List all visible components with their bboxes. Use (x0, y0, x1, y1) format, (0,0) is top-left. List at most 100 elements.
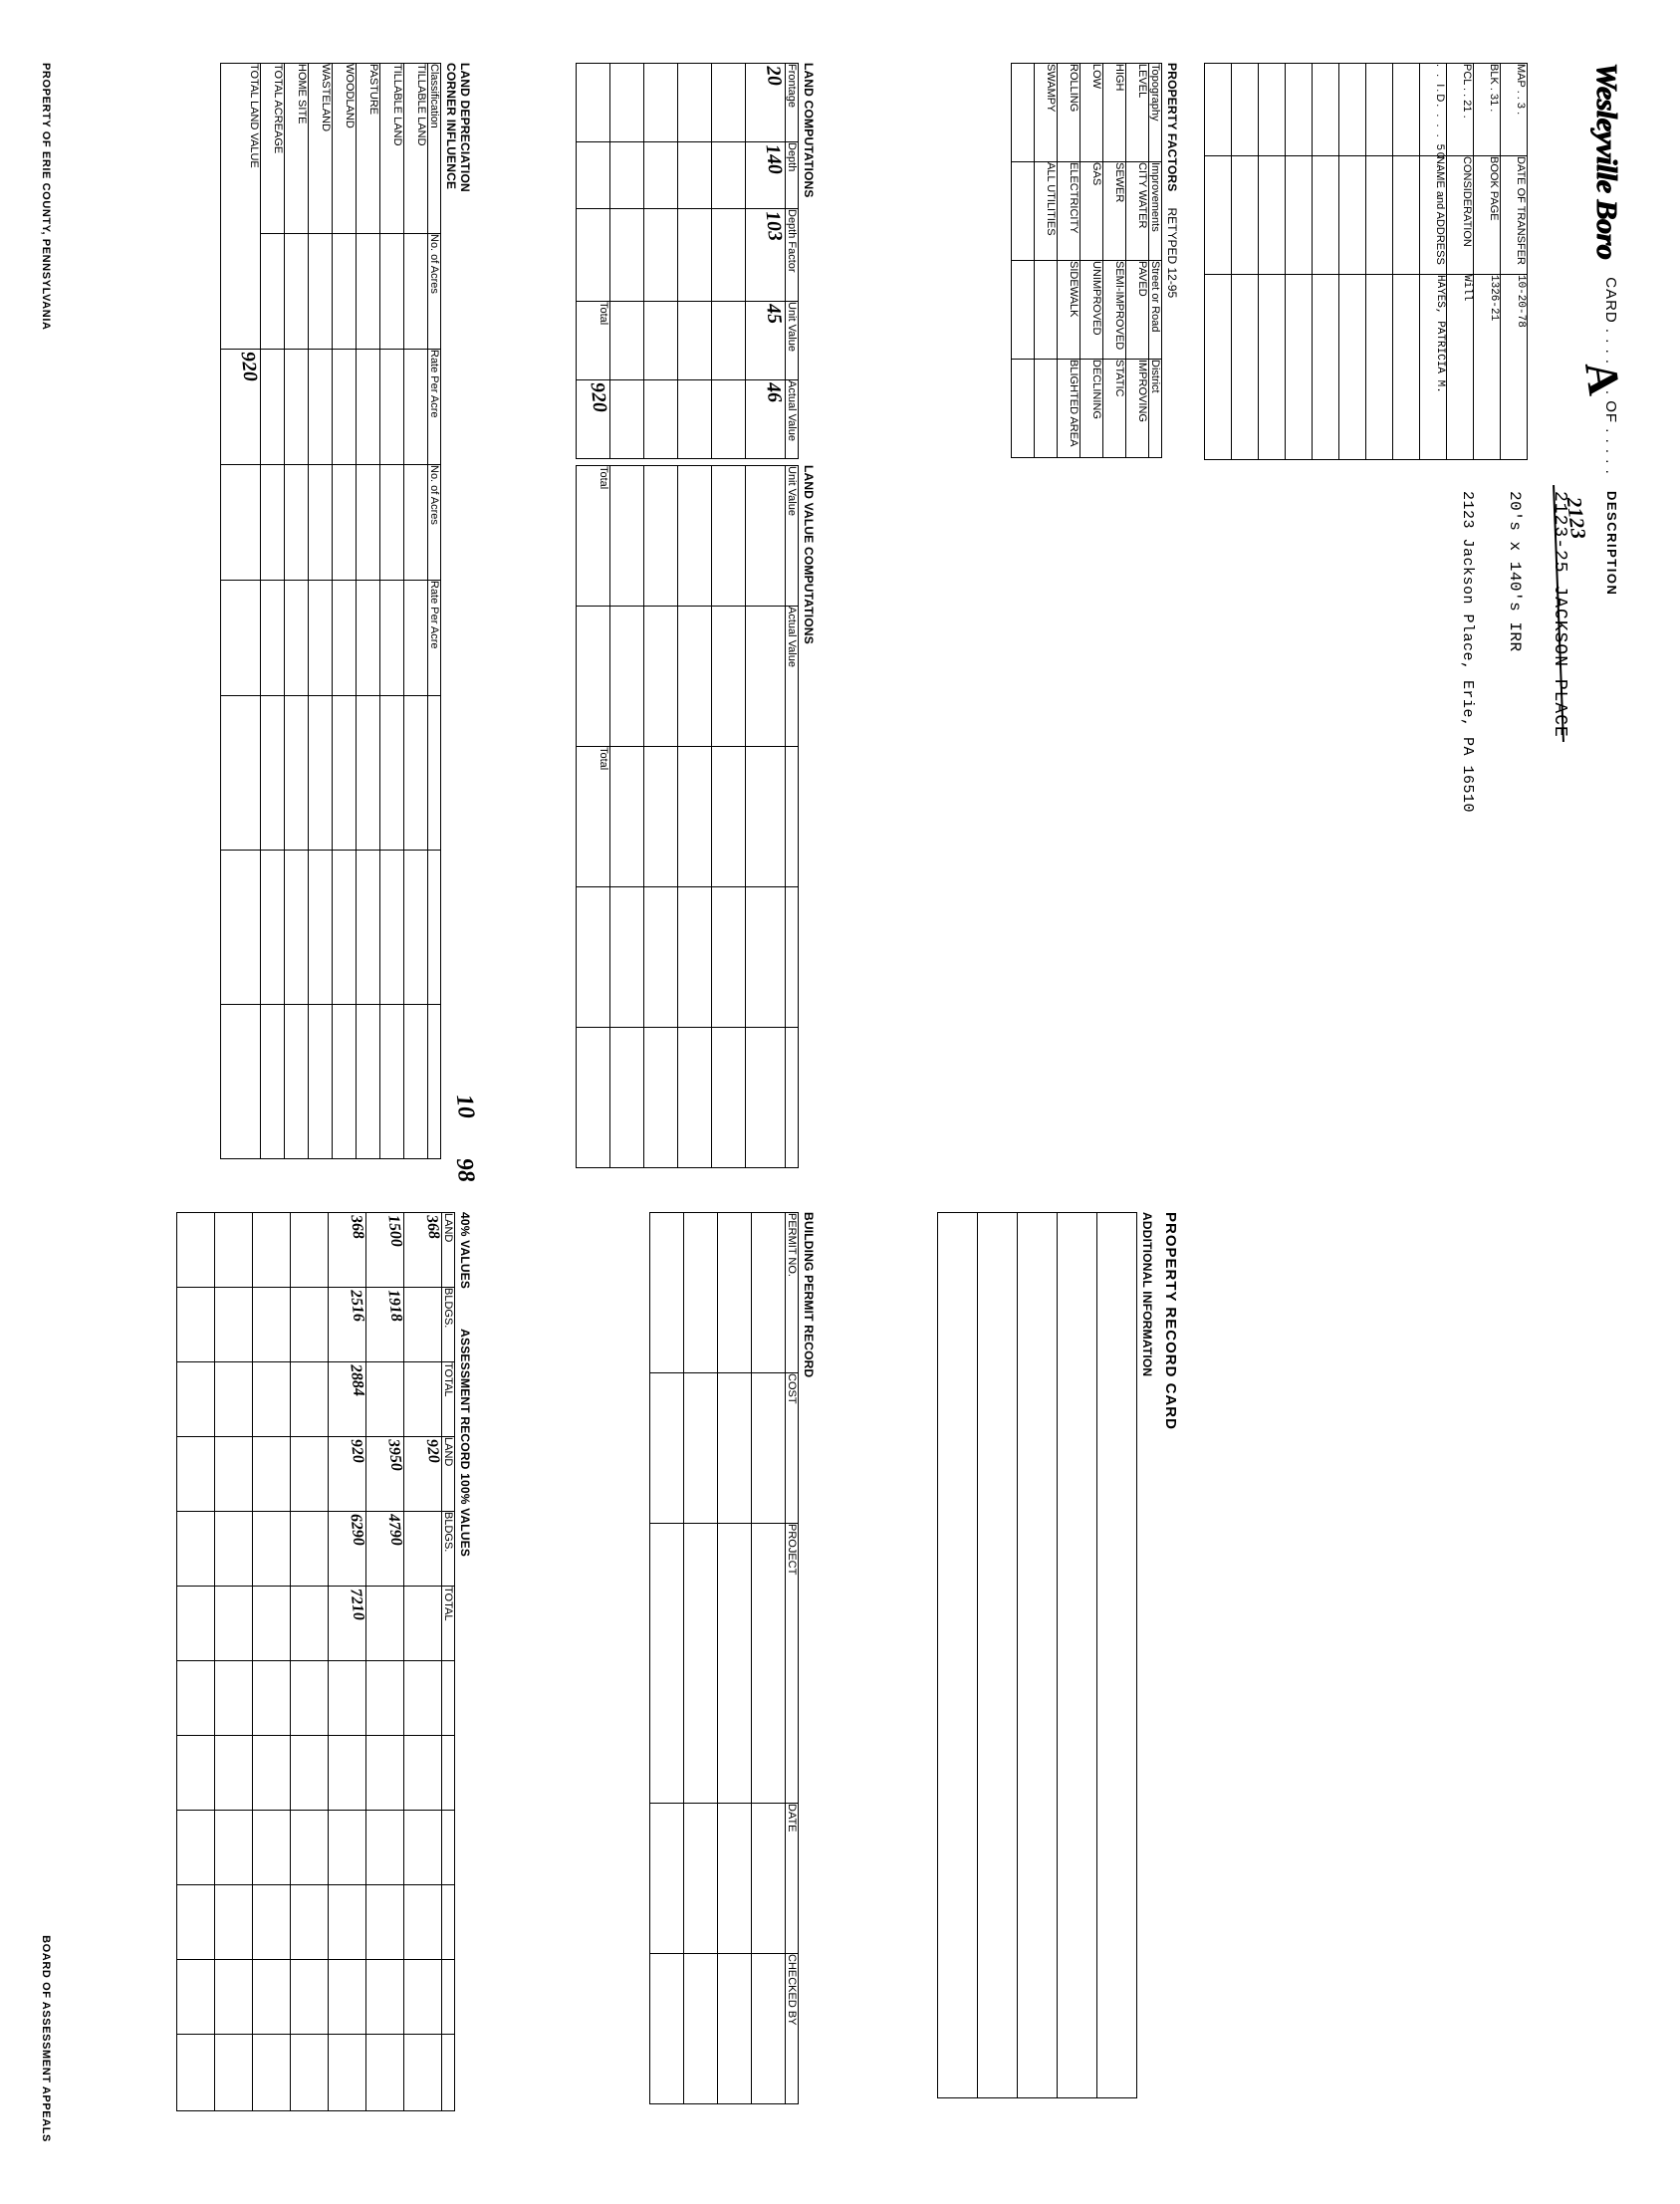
assess-bldgs-40: 1918 (365, 1287, 404, 1361)
cell (609, 63, 643, 141)
table-row (751, 1212, 785, 2103)
table-row (683, 1212, 717, 2103)
col-unit-value: Unit Value (785, 301, 798, 379)
cell (649, 1372, 683, 1523)
municipality-title: Wesleyville Boro (1589, 62, 1623, 259)
blk-label: BLK . 31 . (1473, 63, 1500, 155)
cell (576, 886, 609, 1027)
table-row: 1500 1918 3950 4790 (365, 1212, 404, 2110)
table-row (711, 63, 745, 458)
cell (576, 1027, 609, 1167)
map-label: MAP . . 3 . (1500, 63, 1527, 155)
cell (643, 208, 677, 301)
assess-total-100 (365, 1586, 403, 1660)
col-depth: Depth (785, 141, 798, 208)
cell (1096, 1212, 1136, 2097)
table-header-row: Unit Value Actual Value (785, 465, 798, 1167)
street-paved: PAVED (1125, 260, 1148, 359)
cell (176, 1884, 214, 1959)
class-wasteland: WASTELAND (308, 63, 332, 233)
cell (328, 1810, 365, 1884)
cell (252, 1287, 290, 1361)
lvc-total-value: 920 (576, 379, 610, 458)
street-sidewalk: SIDEWALK (1057, 260, 1080, 359)
cell (441, 1959, 454, 2034)
cell (290, 2034, 328, 2110)
actual-value: 46 (745, 379, 785, 458)
cell (609, 141, 643, 208)
cell (711, 141, 745, 208)
cell (745, 1027, 785, 1167)
table-row (1011, 63, 1034, 457)
cell (643, 886, 677, 1027)
assessment-record-title: ASSESSMENT RECORD 100% VALUES (457, 1328, 472, 1557)
hdr-bldgs-100: BLDGS. (441, 1511, 454, 1586)
table-row (1204, 63, 1231, 459)
property-factors-title: PROPERTY FACTORS (1164, 62, 1179, 191)
cell (711, 465, 745, 606)
frontage-value: 20 (745, 63, 785, 141)
table-row: TOTAL ACREAGE (260, 63, 284, 1158)
table-row (677, 465, 711, 1167)
cell (677, 465, 711, 606)
cell (220, 1004, 260, 1158)
table-row (649, 1212, 683, 2103)
cell (176, 1287, 214, 1361)
additional-information-section: PROPERTY RECORD CARD ADDITIONAL INFORMAT… (937, 1212, 1179, 2098)
cell (441, 2034, 454, 2110)
cell (427, 695, 440, 850)
description-heading: DESCRIPTION (1603, 490, 1619, 596)
date-of-transfer-label: DATE OF TRANSFER (1500, 155, 1527, 274)
lot-size: 20's x 140's IRR (1505, 490, 1524, 652)
assess-bldgs-40 (403, 1287, 441, 1361)
col-checked-by: CHECKED BY (785, 1953, 798, 2103)
cell (1231, 63, 1258, 155)
table-row: TOTAL LAND VALUE 920 (220, 63, 261, 1158)
cell (643, 301, 677, 379)
table-row (1285, 63, 1312, 459)
table-row (1312, 63, 1338, 459)
street-unimproved: UNIMPROVED (1080, 260, 1102, 359)
cell (379, 1004, 403, 1158)
district-declining: DECLINING (1080, 359, 1102, 457)
cell (683, 1953, 717, 2103)
cell (308, 1004, 332, 1158)
cell (176, 1361, 214, 1436)
col-project: PROJECT (785, 1523, 798, 1803)
cell (220, 695, 260, 850)
cell (649, 1523, 683, 1803)
cell (677, 141, 711, 208)
cell (1392, 155, 1419, 274)
cell (260, 850, 284, 1004)
cell (379, 233, 403, 349)
cell (677, 379, 711, 458)
cell (176, 1586, 214, 1660)
col-no-acres-2: No. of Acres (427, 464, 440, 580)
hdr-land-40: LAND (441, 1212, 454, 1287)
cell (937, 1212, 977, 2097)
cell (643, 1027, 677, 1167)
property-record-card-title: PROPERTY RECORD CARD (1161, 1211, 1179, 1430)
table-row: LOW GAS UNIMPROVED DECLINING (1080, 63, 1102, 457)
topo-swampy: SWAMPY (1034, 63, 1057, 161)
cell (220, 580, 260, 695)
table-row: 20 140 103 45 46 (745, 63, 786, 458)
cell (260, 464, 284, 580)
cell (403, 1959, 441, 2034)
cell (403, 2034, 441, 2110)
cell (379, 349, 403, 464)
table-row: Total 920 (576, 63, 610, 458)
cell (252, 1810, 290, 1884)
cell (403, 1810, 441, 1884)
rotated-card-container: Wesleyville Boro CARD . . . . . . . OF .… (33, 36, 1647, 2168)
cell (1365, 274, 1392, 459)
cell (649, 1212, 683, 1372)
table-row (717, 1212, 751, 2103)
assess-land-40: 368 (328, 1212, 366, 1287)
table-row (937, 1212, 977, 2097)
table-row: WOODLAND (332, 63, 356, 1158)
table-header-row: Topography Improvements Street or Road D… (1148, 63, 1161, 457)
table-row (252, 1212, 290, 2110)
table-row: . . I.D. . . . 50 . . . . NAME and ADDRE… (1419, 63, 1446, 459)
cell (260, 349, 284, 464)
